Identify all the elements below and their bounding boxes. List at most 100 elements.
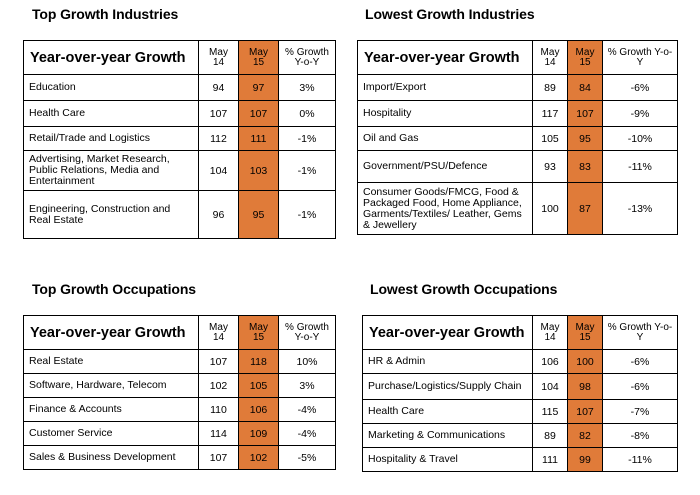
header-may14: May 14 bbox=[198, 315, 239, 350]
table-row: Real Estate 107 118 10% bbox=[23, 349, 336, 374]
table-row: Import/Export 89 84 -6% bbox=[357, 74, 678, 101]
row-may15: 83 bbox=[567, 150, 603, 183]
row-growth: 0% bbox=[278, 100, 336, 127]
row-may15: 107 bbox=[567, 399, 603, 424]
row-may15: 95 bbox=[567, 126, 603, 151]
header-label: Year-over-year Growth bbox=[362, 315, 533, 350]
row-may14: 112 bbox=[198, 126, 239, 151]
header-may15: May 15 bbox=[567, 40, 603, 75]
row-may15: 100 bbox=[567, 349, 603, 374]
table-row: Health Care 107 107 0% bbox=[23, 100, 336, 127]
row-growth: -1% bbox=[278, 126, 336, 151]
row-growth: -6% bbox=[602, 373, 678, 400]
panel-title-lowest-industries: Lowest Growth Industries bbox=[365, 6, 535, 22]
row-may15: 99 bbox=[567, 447, 603, 472]
table-row: Finance & Accounts 110 106 -4% bbox=[23, 397, 336, 422]
row-growth: -8% bbox=[602, 423, 678, 448]
table-row: Sales & Business Development 107 102 -5% bbox=[23, 445, 336, 470]
row-name: HR & Admin bbox=[362, 349, 533, 374]
row-name: Advertising, Market Research, Public Rel… bbox=[23, 150, 199, 191]
row-may14: 100 bbox=[532, 182, 568, 235]
row-growth: -4% bbox=[278, 421, 336, 446]
row-growth: 10% bbox=[278, 349, 336, 374]
row-name: Oil and Gas bbox=[357, 126, 533, 151]
row-growth: -7% bbox=[602, 399, 678, 424]
header-may15: May 15 bbox=[567, 315, 603, 350]
row-name: Education bbox=[23, 74, 199, 101]
panel-title-lowest-occupations: Lowest Growth Occupations bbox=[370, 281, 558, 297]
row-may15: 105 bbox=[238, 373, 279, 398]
header-may14: May 14 bbox=[532, 315, 568, 350]
row-may14: 96 bbox=[198, 190, 239, 239]
table-top-occupations: Year-over-year Growth May 14 May 15 % Gr… bbox=[23, 315, 336, 470]
header-may14: May 14 bbox=[198, 40, 239, 75]
row-growth: -9% bbox=[602, 100, 678, 127]
row-name: Health Care bbox=[362, 399, 533, 424]
header-label: Year-over-year Growth bbox=[23, 40, 199, 75]
row-name: Marketing & Communications bbox=[362, 423, 533, 448]
row-may15: 84 bbox=[567, 74, 603, 101]
row-may15: 98 bbox=[567, 373, 603, 400]
table-row: Marketing & Communications 89 82 -8% bbox=[362, 423, 678, 448]
row-may14: 93 bbox=[532, 150, 568, 183]
row-may14: 110 bbox=[198, 397, 239, 422]
row-growth: -1% bbox=[278, 150, 336, 191]
row-growth: -1% bbox=[278, 190, 336, 239]
row-may14: 105 bbox=[532, 126, 568, 151]
table-row: Education 94 97 3% bbox=[23, 74, 336, 101]
row-growth: 3% bbox=[278, 373, 336, 398]
row-may15: 82 bbox=[567, 423, 603, 448]
header-growth: % Growth Y-o-Y bbox=[278, 315, 336, 350]
row-name: Health Care bbox=[23, 100, 199, 127]
row-growth: -11% bbox=[602, 447, 678, 472]
table-row: Advertising, Market Research, Public Rel… bbox=[23, 150, 336, 191]
row-may14: 104 bbox=[198, 150, 239, 191]
header-label: Year-over-year Growth bbox=[357, 40, 533, 75]
row-may15: 97 bbox=[238, 74, 279, 101]
table-row: Consumer Goods/FMCG, Food & Packaged Foo… bbox=[357, 182, 678, 235]
row-growth: -11% bbox=[602, 150, 678, 183]
row-name: Finance & Accounts bbox=[23, 397, 199, 422]
row-may14: 111 bbox=[532, 447, 568, 472]
table-row: Purchase/Logistics/Supply Chain 104 98 -6% bbox=[362, 373, 678, 400]
table-row: Oil and Gas 105 95 -10% bbox=[357, 126, 678, 151]
row-name: Customer Service bbox=[23, 421, 199, 446]
row-may15: 107 bbox=[238, 100, 279, 127]
row-may14: 94 bbox=[198, 74, 239, 101]
table-row: Customer Service 114 109 -4% bbox=[23, 421, 336, 446]
table-row: Government/PSU/Defence 93 83 -11% bbox=[357, 150, 678, 183]
row-name: Engineering, Construction and Real Estat… bbox=[23, 190, 199, 239]
table-row: Hospitality & Travel 111 99 -11% bbox=[362, 447, 678, 472]
row-may15: 87 bbox=[567, 182, 603, 235]
row-may15: 102 bbox=[238, 445, 279, 470]
header-may14: May 14 bbox=[532, 40, 568, 75]
header-growth: % Growth Y-o-Y bbox=[602, 315, 678, 350]
row-may14: 114 bbox=[198, 421, 239, 446]
row-name: Import/Export bbox=[357, 74, 533, 101]
row-name: Hospitality bbox=[357, 100, 533, 127]
row-growth: 3% bbox=[278, 74, 336, 101]
row-may15: 107 bbox=[567, 100, 603, 127]
row-name: Consumer Goods/FMCG, Food & Packaged Foo… bbox=[357, 182, 533, 235]
row-growth: -13% bbox=[602, 182, 678, 235]
row-may14: 106 bbox=[532, 349, 568, 374]
row-name: Purchase/Logistics/Supply Chain bbox=[362, 373, 533, 400]
row-may14: 107 bbox=[198, 445, 239, 470]
table-row: Hospitality 117 107 -9% bbox=[357, 100, 678, 127]
panel-title-top-occupations: Top Growth Occupations bbox=[32, 281, 196, 297]
header-may15: May 15 bbox=[238, 315, 279, 350]
row-name: Government/PSU/Defence bbox=[357, 150, 533, 183]
row-growth: -10% bbox=[602, 126, 678, 151]
row-may14: 117 bbox=[532, 100, 568, 127]
row-name: Hospitality & Travel bbox=[362, 447, 533, 472]
header-may15: May 15 bbox=[238, 40, 279, 75]
row-growth: -6% bbox=[602, 74, 678, 101]
row-growth: -4% bbox=[278, 397, 336, 422]
row-may14: 102 bbox=[198, 373, 239, 398]
row-name: Sales & Business Development bbox=[23, 445, 199, 470]
row-may15: 95 bbox=[238, 190, 279, 239]
row-may14: 115 bbox=[532, 399, 568, 424]
row-growth: -5% bbox=[278, 445, 336, 470]
row-may15: 109 bbox=[238, 421, 279, 446]
row-may15: 106 bbox=[238, 397, 279, 422]
